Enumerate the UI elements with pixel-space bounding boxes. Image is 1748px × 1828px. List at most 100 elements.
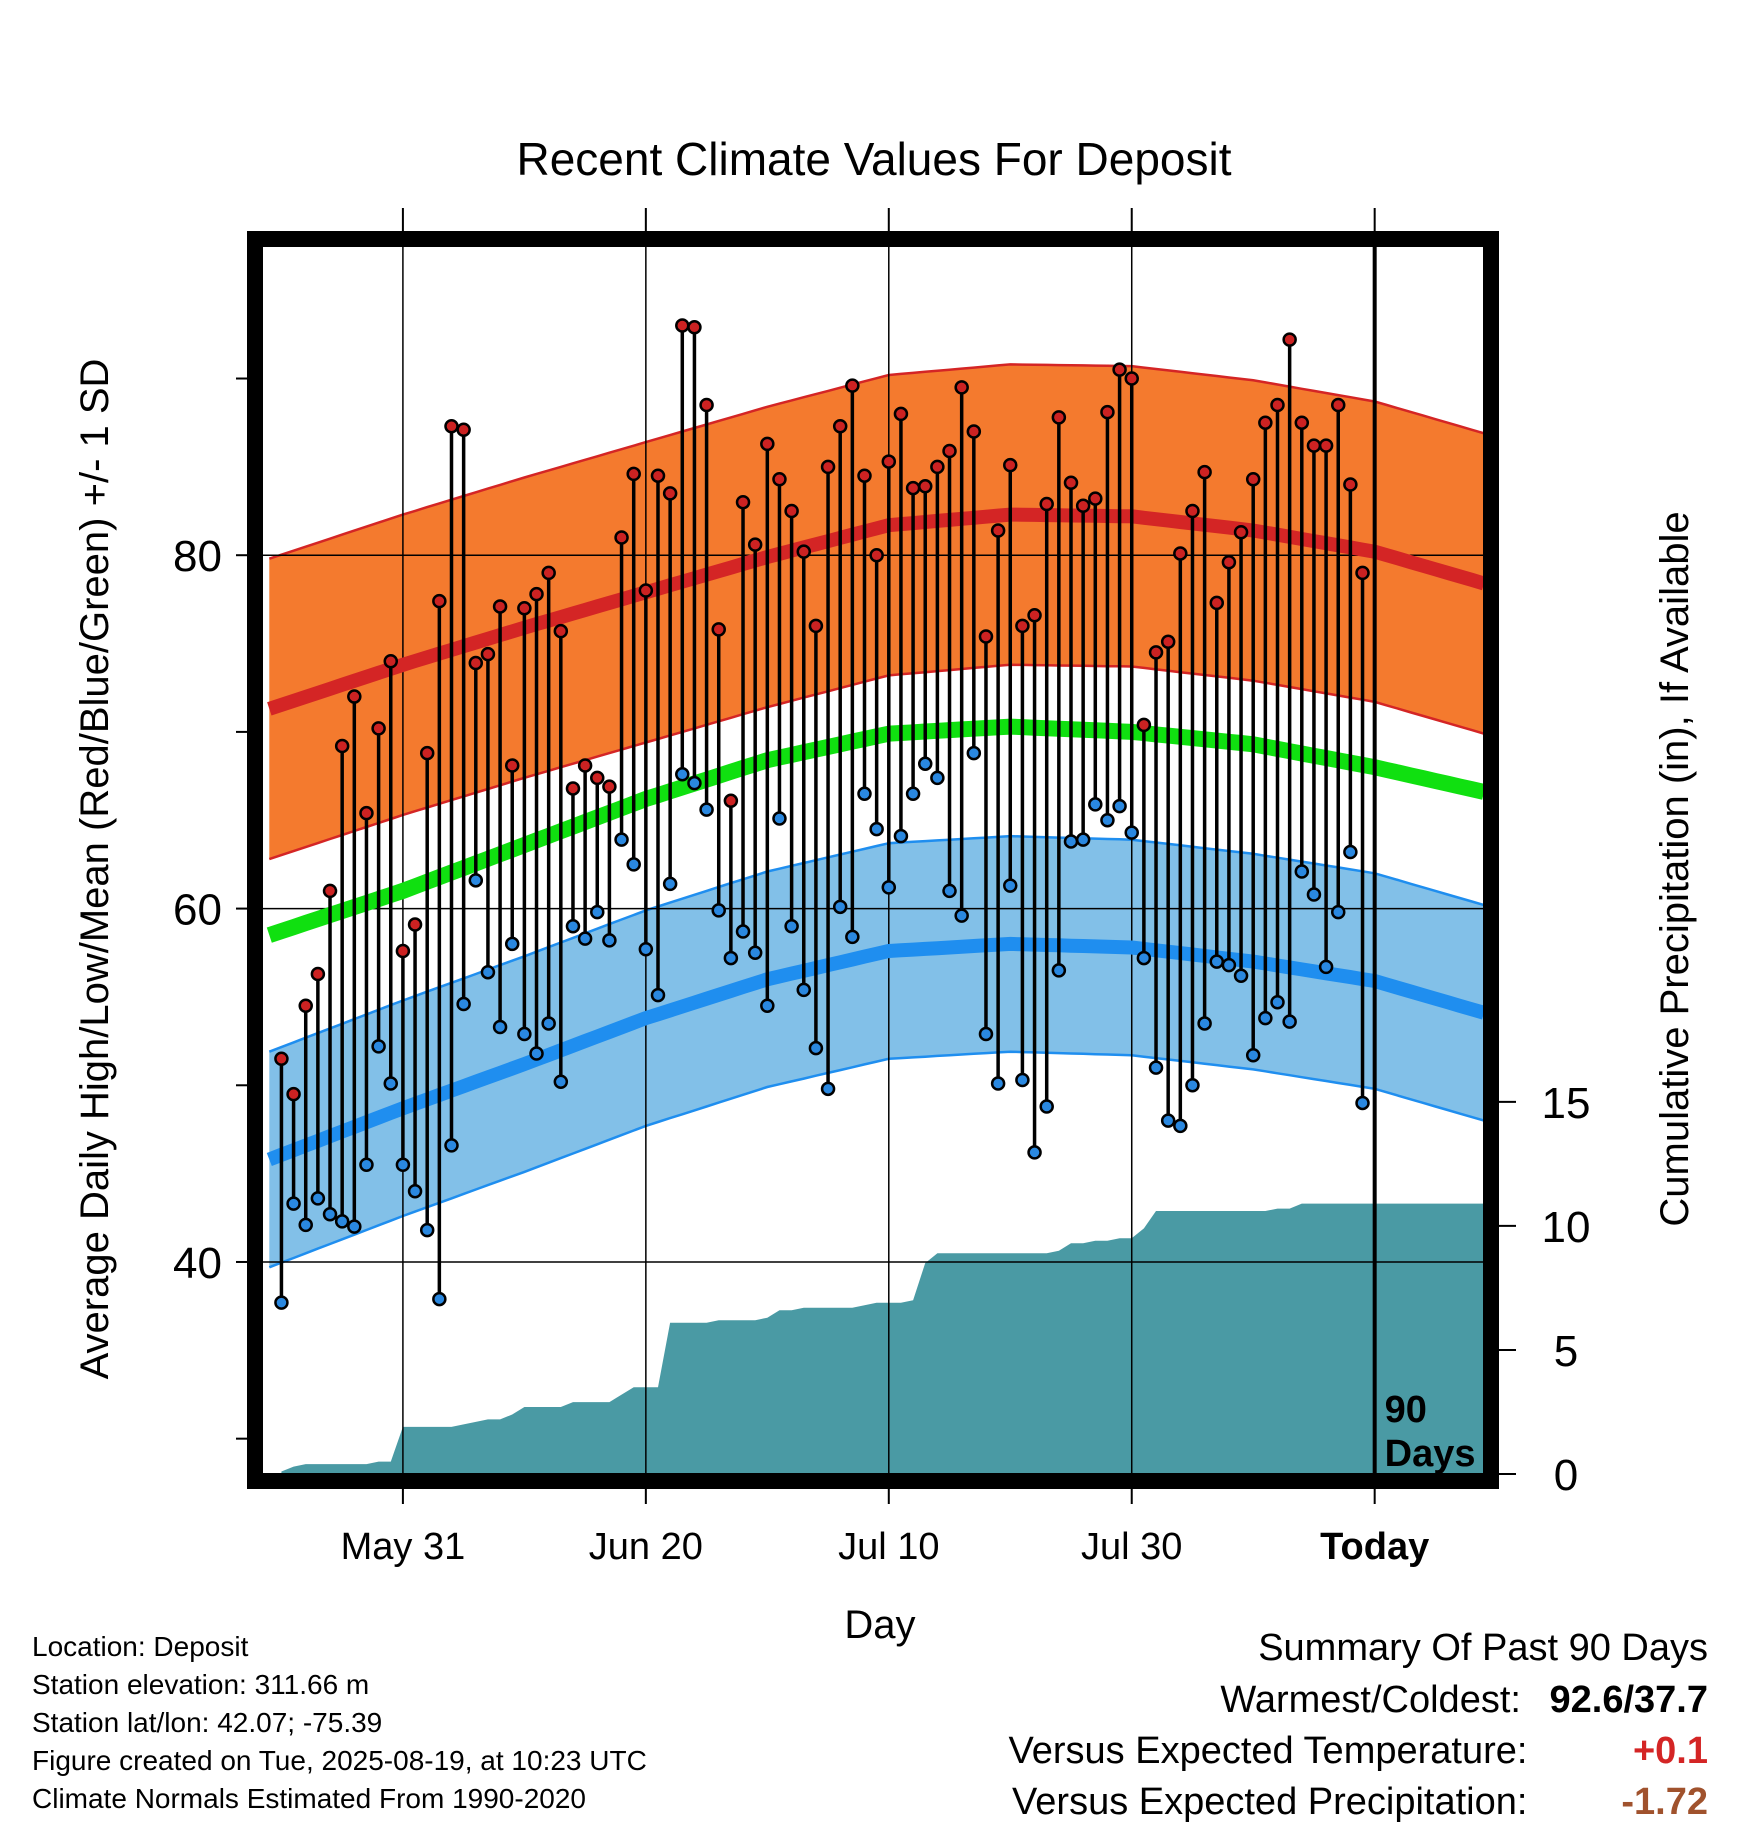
daily-points (274, 318, 1370, 1310)
daily-low-point (1258, 1010, 1273, 1026)
daily-high-point (808, 618, 824, 634)
daily-high-point (1185, 503, 1200, 519)
daily-low-point (966, 745, 982, 761)
daily-high-point (1173, 546, 1188, 561)
daily-low-point (1100, 812, 1115, 828)
daily-low-point (541, 1016, 556, 1031)
daily-low-point (1197, 1016, 1212, 1031)
daily-low-point (492, 1019, 508, 1035)
y2-axis-label: Cumulative Precipitation (in), If Availa… (1653, 511, 1697, 1226)
daily-low-point (1233, 968, 1249, 983)
y2-tick-label: 10 (1542, 1203, 1591, 1252)
daily-low-point (1318, 959, 1334, 975)
location-line: Location: Deposit (32, 1631, 249, 1662)
daily-low-point (723, 950, 739, 966)
cumulative-precip-area (281, 1203, 1484, 1474)
y2-tick-label: 0 (1554, 1451, 1578, 1500)
normal-low-line (266, 936, 1484, 1167)
precipitation-departure-row: Versus Expected Precipitation: -1.72 (1012, 1781, 1708, 1824)
daily-high-point (893, 406, 909, 422)
daily-low-point (286, 1196, 301, 1211)
daily-low-point (407, 1184, 423, 1199)
y-tick-label: 80 (173, 532, 222, 581)
created-line: Figure created on Tue, 2025-08-19, at 10… (32, 1745, 647, 1776)
daily-high-point (602, 779, 617, 794)
daily-high-point (347, 689, 362, 704)
daily-high-point (274, 1051, 289, 1067)
x-tick-label: Jun 20 (589, 1526, 703, 1568)
today-label-line-1: 90 (1385, 1389, 1427, 1431)
daily-low-point (1136, 950, 1152, 966)
daily-high-point (1233, 524, 1249, 540)
daily-low-point (747, 945, 763, 961)
daily-low-point (1355, 1095, 1370, 1111)
daily-high-point (334, 738, 350, 754)
daily-high-point (504, 758, 520, 773)
daily-high-point (1003, 457, 1018, 473)
daily-high-point (978, 629, 994, 644)
daily-high-point (626, 466, 641, 482)
daily-low-point (881, 880, 897, 895)
x-tick-label: Jul 30 (1081, 1526, 1182, 1568)
daily-low-point (310, 1191, 326, 1206)
daily-high-point (395, 943, 411, 959)
daily-low-point (395, 1157, 411, 1173)
daily-high-point (432, 593, 447, 609)
daily-high-point (1124, 371, 1139, 386)
daily-low-point (832, 899, 848, 915)
daily-low-point (1306, 887, 1322, 902)
daily-low-point (675, 767, 690, 782)
daily-high-point (942, 443, 957, 459)
daily-low-point (590, 904, 605, 920)
daily-low-point (820, 1081, 836, 1097)
daily-low-point (298, 1217, 313, 1233)
x-tick-label: Today (1320, 1526, 1429, 1568)
daily-low-point (480, 964, 496, 980)
daily-high-point (820, 459, 836, 475)
y-tick-label: 40 (173, 1239, 222, 1288)
daily-low-point (1039, 1099, 1054, 1114)
plot-frame (247, 231, 1499, 1489)
daily-low-point (432, 1291, 447, 1307)
daily-low-point (1015, 1072, 1030, 1088)
daily-high-point (1294, 415, 1310, 430)
daily-low-point (553, 1074, 569, 1089)
daily-range-stems (279, 325, 1365, 1303)
daily-high-point (1100, 404, 1115, 420)
daily-high-point (590, 770, 605, 786)
daily-low-point (942, 883, 957, 899)
daily-low-point (504, 936, 520, 952)
daily-low-point (626, 857, 641, 872)
daily-high-point (723, 793, 739, 809)
daily-high-point (1245, 471, 1261, 487)
daily-high-point (407, 917, 423, 932)
x-tick-label: Jul 10 (838, 1526, 939, 1568)
daily-high-point (1197, 464, 1212, 480)
summary-title: Summary Of Past 90 Days (1258, 1627, 1708, 1669)
high-band-upper-edge (268, 363, 1484, 560)
daily-high-point (359, 805, 374, 821)
daily-high-point (529, 586, 544, 602)
x-tick-label: May 31 (341, 1526, 466, 1568)
daily-high-point (1330, 397, 1346, 413)
daily-high-point (1343, 477, 1358, 492)
daily-high-point (1258, 415, 1273, 430)
daily-low-point (954, 908, 969, 923)
daily-high-point (954, 380, 969, 395)
daily-high-point (917, 479, 933, 494)
daily-low-point (784, 919, 799, 934)
daily-high-point (747, 537, 763, 552)
daily-low-point (869, 821, 884, 837)
daily-low-point (1209, 954, 1225, 969)
daily-low-point (1112, 798, 1127, 814)
daily-low-point (662, 876, 678, 892)
daily-low-point (1282, 1014, 1297, 1029)
warmest-coldest-label: Warmest/Coldest: (1220, 1679, 1521, 1721)
daily-low-point (796, 982, 812, 998)
daily-high-point (1075, 498, 1091, 513)
daily-low-point (772, 811, 787, 826)
temperature-departure-label: Versus Expected Temperature: (1008, 1730, 1528, 1772)
daily-low-point (1075, 832, 1091, 847)
daily-high-point (468, 655, 484, 671)
